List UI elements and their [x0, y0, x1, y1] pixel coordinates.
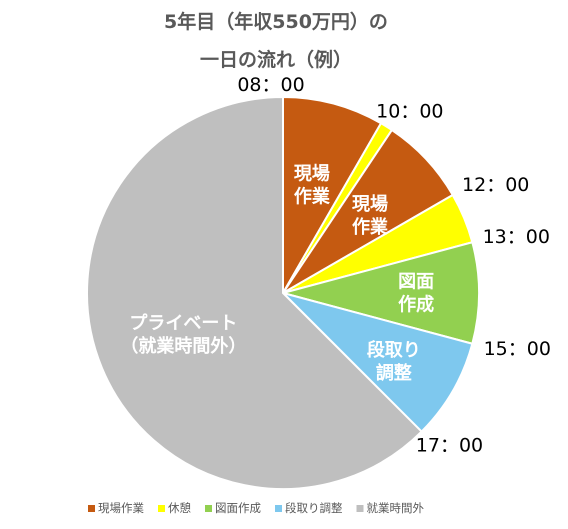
- time-tick-0: 08：00: [237, 74, 304, 96]
- pie-slice-4: [279, 241, 480, 345]
- time-tick-6: 17：00: [416, 434, 483, 456]
- pie-slice-5: [279, 291, 474, 434]
- time-tick-5: 15：00: [484, 338, 551, 360]
- time-tick-4: 13：00: [483, 226, 550, 248]
- slice-label-6-line-1: （就業時間外）: [120, 335, 246, 357]
- pie-slice-0: [282, 95, 383, 297]
- slice-label-5-line-0: 段取り: [367, 339, 421, 361]
- slice-label-6-line-0: プライベート: [129, 312, 237, 334]
- legend-swatch-2: [205, 505, 212, 512]
- legend-label-2: 図面作成: [215, 501, 261, 515]
- time-tick-3: 12：00: [462, 174, 529, 196]
- legend-label-0: 現場作業: [98, 501, 144, 515]
- legend-swatch-1: [158, 505, 165, 512]
- slice-label-0-line-0: 現場: [294, 164, 330, 185]
- time-tick-1: 10：00: [376, 100, 443, 122]
- slice-label-5-line-1: 調整: [376, 362, 412, 384]
- time-tick-labels: 08：00 10：00 12：00 13：00 15：00 17：00: [237, 74, 551, 456]
- slice-label-2-line-1: 作業: [352, 216, 389, 238]
- slice-label-2-line-0: 現場: [352, 194, 388, 215]
- legend-label-4: 就業時間外: [367, 501, 425, 515]
- legend-label-1: 休憩: [168, 501, 191, 515]
- chart-title-line-2: 一日の流れ（例）: [200, 48, 352, 71]
- pie-slice-6: [86, 95, 424, 490]
- slice-label-4-line-0: 図面: [398, 272, 434, 293]
- slice-label-0-line-1: 作業: [294, 186, 331, 208]
- chart-title-line-1: 5年目（年収550万円）の: [164, 10, 388, 33]
- legend-swatch-4: [356, 505, 364, 512]
- pie-slices: [86, 95, 480, 490]
- legend-swatch-3: [275, 505, 282, 512]
- legend-swatch-0: [88, 505, 95, 512]
- legend: 現場作業 休憩 図面作成 段取り調整 就業時間外: [88, 501, 424, 515]
- slice-label-4-line-1: 作成: [398, 294, 434, 316]
- legend-label-3: 段取り調整: [285, 501, 343, 515]
